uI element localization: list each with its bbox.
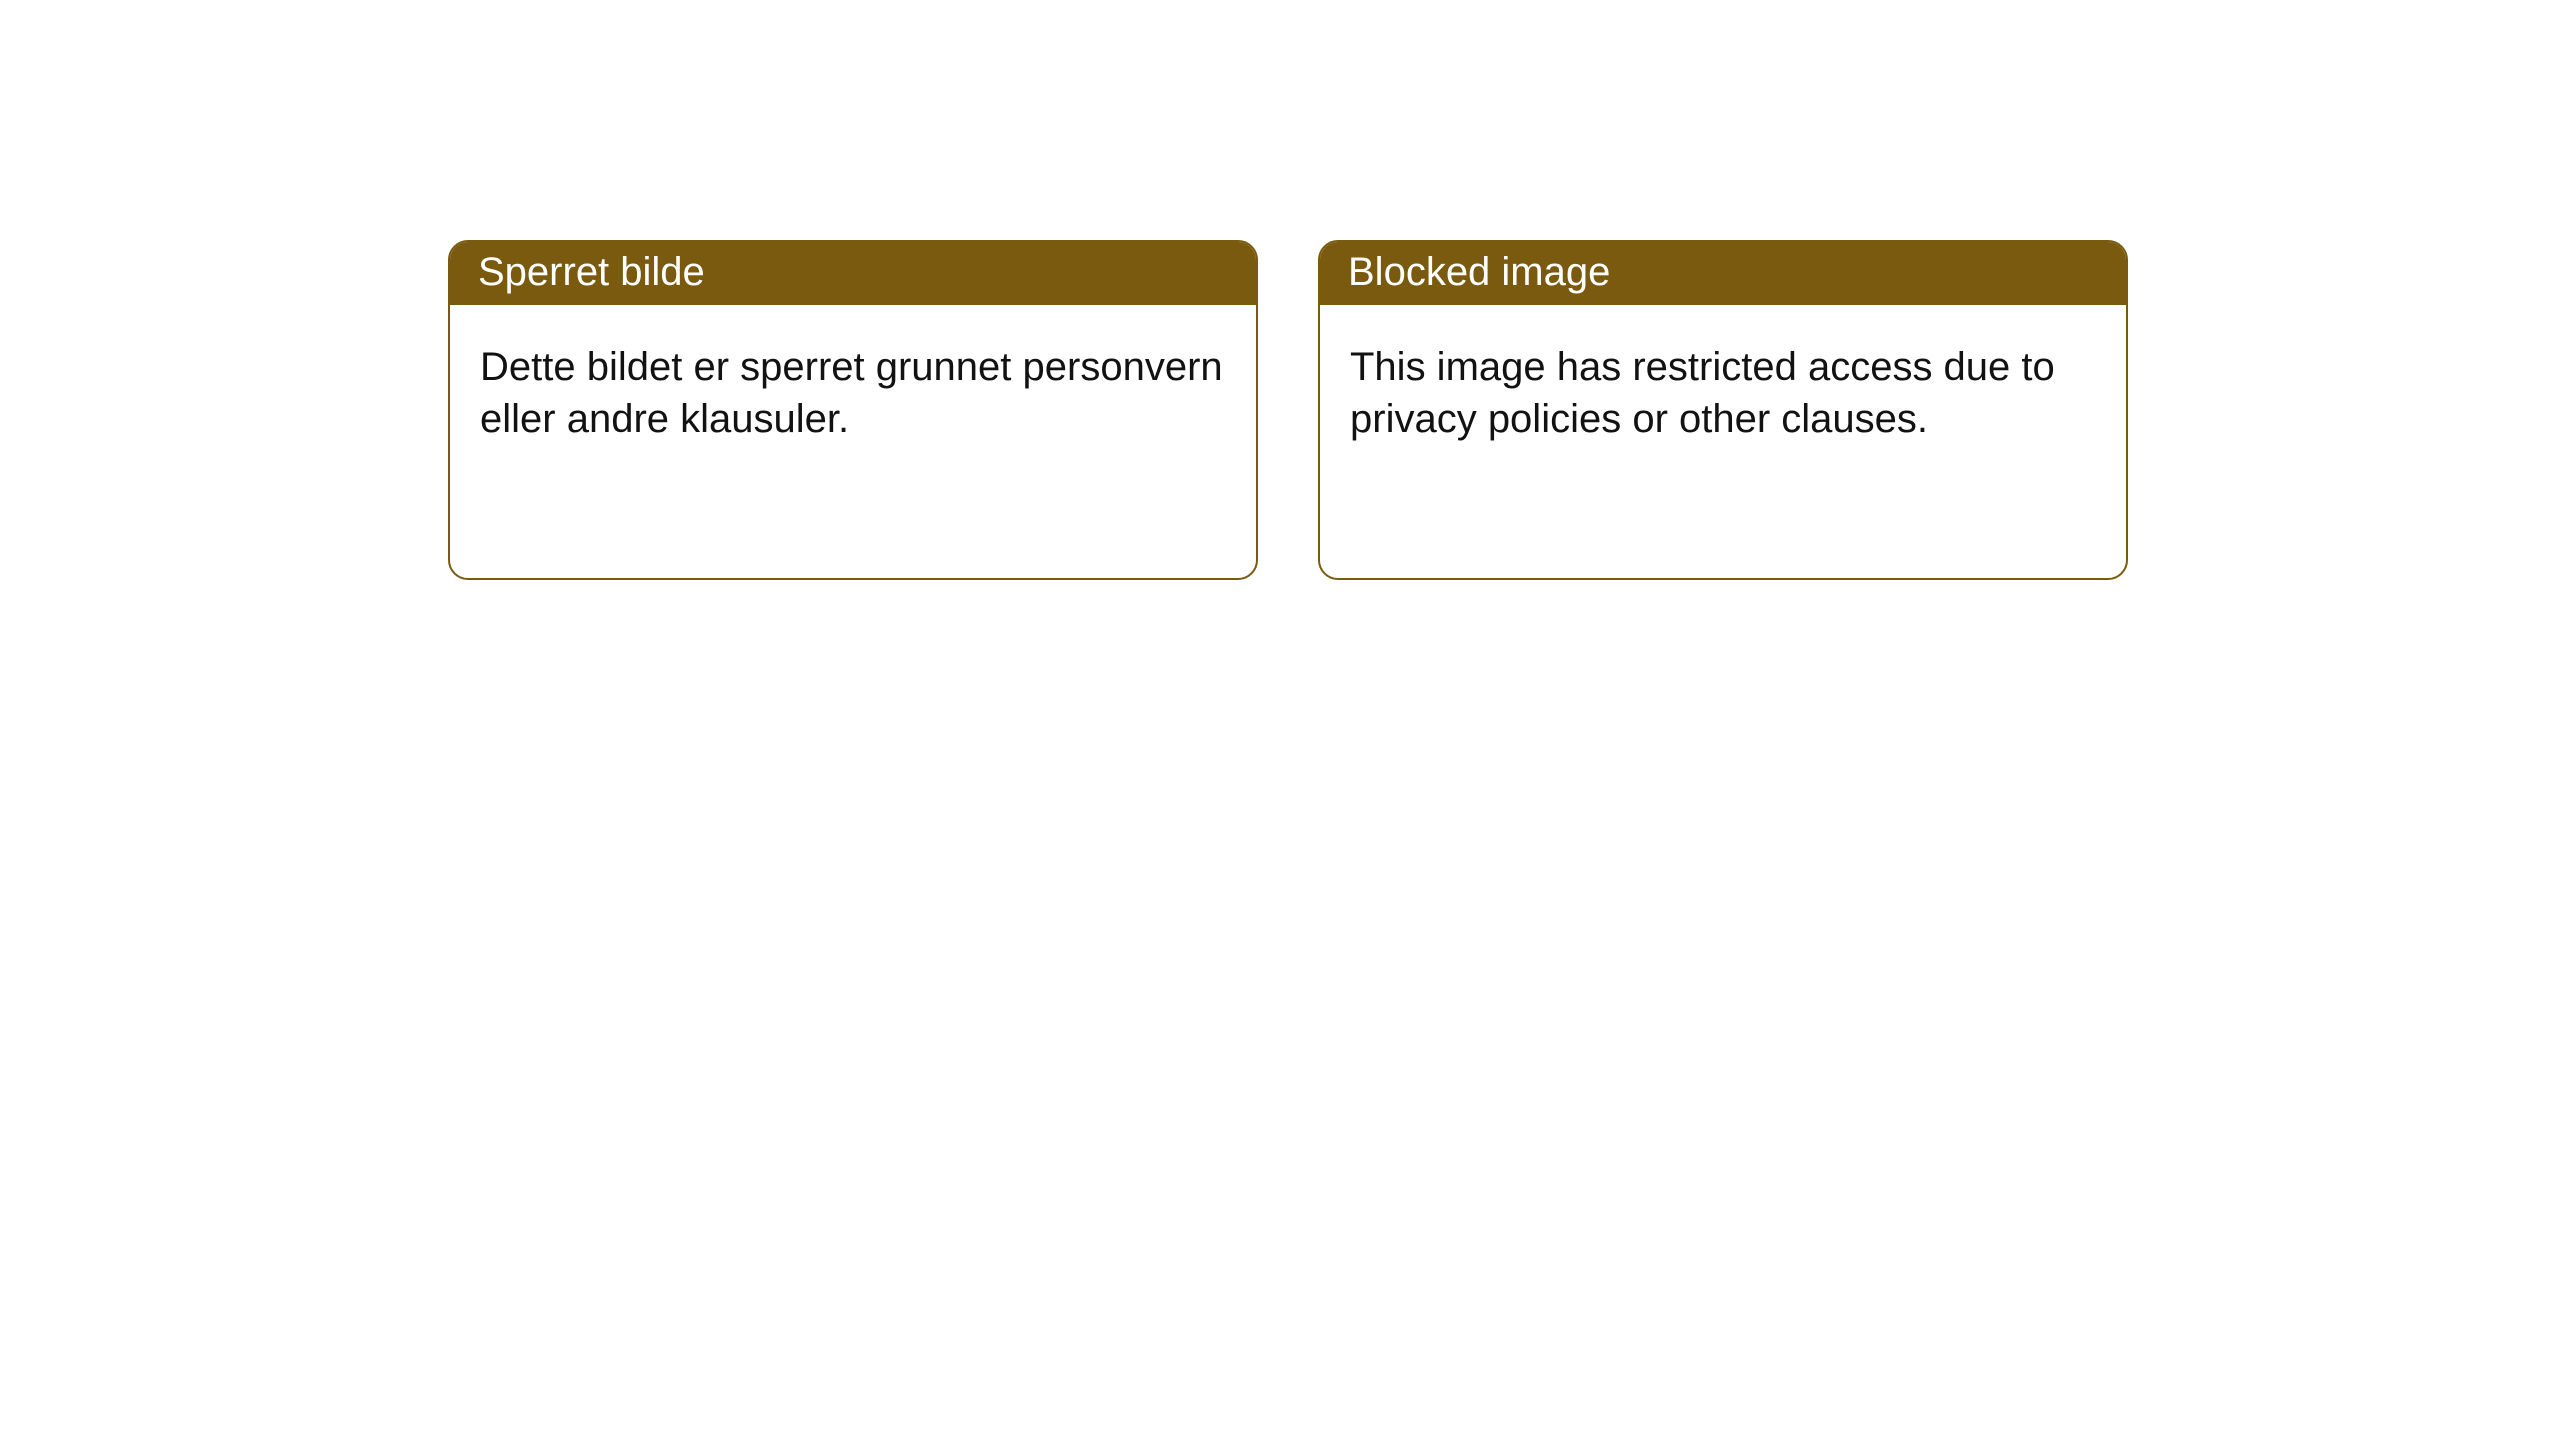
notice-card-title: Sperret bilde xyxy=(450,242,1256,305)
notice-card-body: Dette bildet er sperret grunnet personve… xyxy=(450,305,1256,481)
notice-card-title: Blocked image xyxy=(1320,242,2126,305)
notice-card-body: This image has restricted access due to … xyxy=(1320,305,2126,481)
notice-cards-row: Sperret bilde Dette bildet er sperret gr… xyxy=(0,0,2560,580)
notice-card-english: Blocked image This image has restricted … xyxy=(1318,240,2128,580)
notice-card-norwegian: Sperret bilde Dette bildet er sperret gr… xyxy=(448,240,1258,580)
